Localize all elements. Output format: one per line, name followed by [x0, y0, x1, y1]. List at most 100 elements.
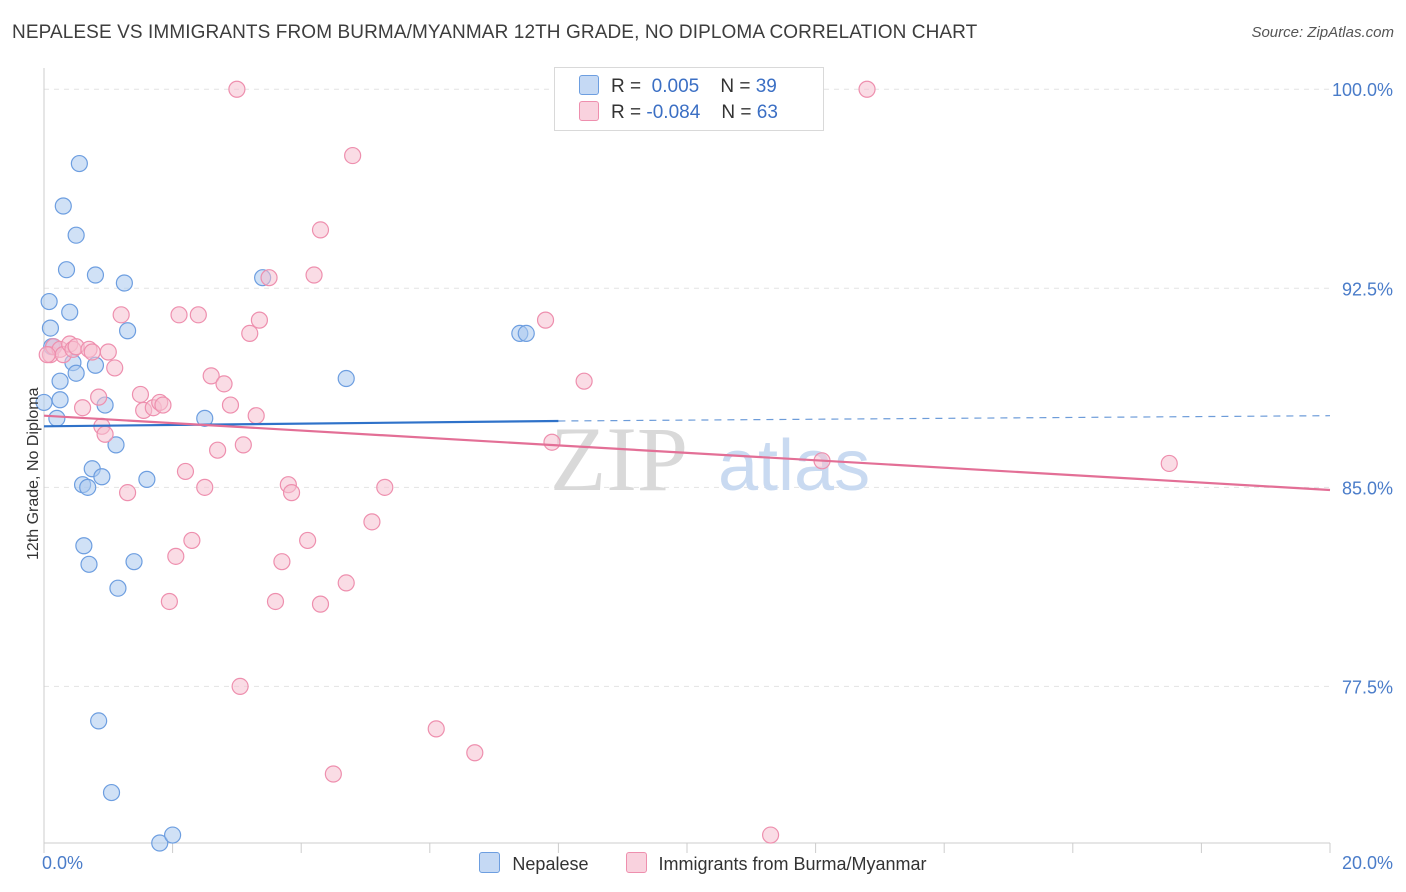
- burma-point: [324, 765, 342, 783]
- nepalese-point: [118, 322, 137, 340]
- burma-point: [228, 80, 246, 98]
- nepalese-point: [61, 303, 79, 321]
- burma-point: [215, 375, 233, 393]
- nepalese-point: [75, 537, 93, 555]
- y-axis-label: 12th Grade, No Diploma: [25, 387, 42, 560]
- nepalese-trend-line: [43, 419, 559, 428]
- nepalese-point: [57, 261, 76, 279]
- burma-point: [858, 80, 876, 98]
- source-label: Source: ZipAtlas.com: [1251, 24, 1394, 41]
- burma-point: [273, 553, 291, 571]
- burma-point: [241, 324, 259, 343]
- burma-point: [536, 311, 555, 329]
- burma-point: [427, 720, 445, 738]
- burma-point: [202, 367, 220, 385]
- legend-n-value-1: 39: [755, 76, 777, 97]
- nepalese-point: [93, 468, 111, 486]
- burma-point: [189, 306, 207, 324]
- nepalese-point: [79, 478, 97, 496]
- legend-n-value-2: 63: [756, 102, 778, 123]
- legend-row-nepalese: R = 0.005 N = 39: [579, 75, 777, 101]
- nepalese-point: [86, 266, 105, 284]
- burma-point: [73, 399, 92, 417]
- y-tick-label: 77.5%: [1342, 677, 1393, 697]
- legend-label-burma: Immigrants from Burma/Myanmar: [658, 854, 927, 874]
- nepalese-point: [70, 154, 88, 173]
- nepalese-point: [115, 274, 133, 292]
- burma-point: [363, 513, 381, 531]
- nepalese-point: [51, 372, 69, 390]
- burma-point: [299, 531, 317, 550]
- legend-n-label: N =: [720, 76, 751, 97]
- nepalese-point: [196, 409, 214, 427]
- burma-point: [167, 547, 185, 565]
- burma-point: [90, 388, 108, 406]
- nepalese-point: [138, 470, 156, 488]
- nepalese-point: [48, 409, 66, 427]
- legend-r-label: R =: [611, 102, 642, 123]
- burma-point: [344, 146, 362, 165]
- nepalese-point: [51, 391, 69, 409]
- burma-point: [234, 436, 252, 454]
- nepalese-point: [67, 226, 85, 244]
- nepalese-point: [125, 553, 143, 571]
- series-legend: Nepalese Immigrants from Burma/Myanmar: [0, 852, 1406, 875]
- grid-lines: [44, 88, 1330, 687]
- nepalese-point: [41, 319, 60, 337]
- burma-point: [543, 433, 561, 451]
- burma-point: [221, 396, 240, 414]
- nepalese-point: [109, 579, 127, 597]
- burma-point: [250, 311, 269, 329]
- y-tick-label: 100.0%: [1332, 80, 1393, 100]
- burma-point: [154, 396, 172, 414]
- burma-point: [106, 359, 124, 377]
- tick-labels: 77.5% 85.0% 92.5% 100.0% 0.0% 20.0%: [42, 80, 1393, 873]
- nepalese-point: [67, 364, 85, 382]
- burma-point: [761, 826, 780, 844]
- legend-r-value-1: 0.005: [651, 76, 700, 97]
- nepalese-trend-extension: [558, 415, 1331, 422]
- burma-point: [83, 343, 101, 361]
- burma-point: [266, 592, 285, 611]
- nepalese-point: [517, 324, 535, 343]
- burma-point: [209, 441, 227, 459]
- burma-point: [337, 574, 355, 592]
- nepalese-point: [164, 826, 182, 844]
- legend-swatch-pink: [625, 852, 647, 873]
- burma-point: [196, 478, 214, 496]
- burma-point: [99, 343, 117, 361]
- burma-point: [131, 385, 150, 404]
- burma-point: [1160, 454, 1178, 473]
- watermark-atlas: atlas: [718, 426, 870, 506]
- burma-point: [170, 306, 188, 324]
- burma-point: [112, 306, 130, 324]
- legend-swatch-blue: [479, 852, 501, 873]
- x-tick-label: 20.0%: [1342, 853, 1393, 873]
- legend-n-label: N =: [721, 102, 752, 123]
- burma-point: [282, 484, 301, 502]
- legend-label-nepalese: Nepalese: [512, 854, 589, 874]
- legend-r-value-2: -0.084: [646, 102, 701, 123]
- nepalese-point: [80, 555, 98, 573]
- legend-swatch-pink: [579, 101, 599, 121]
- burma-point: [176, 462, 195, 481]
- nepalese-point: [54, 197, 72, 215]
- watermark: ZIP atlas: [550, 408, 870, 510]
- legend-r-label: R =: [611, 76, 642, 97]
- burma-point: [466, 744, 484, 762]
- burma-point: [118, 484, 137, 502]
- legend-item-burma: Immigrants from Burma/Myanmar: [625, 852, 927, 875]
- burma-trend-line: [43, 414, 1331, 492]
- burma-point: [305, 266, 323, 284]
- burma-point: [160, 592, 178, 611]
- legend-item-nepalese: Nepalese: [479, 852, 588, 875]
- burma-point: [38, 346, 56, 364]
- legend-swatch-blue: [579, 75, 599, 95]
- nepalese-point: [102, 783, 121, 802]
- burma-point: [231, 677, 249, 696]
- burma-point: [575, 372, 593, 390]
- y-tick-label: 85.0%: [1342, 478, 1393, 498]
- burma-point: [183, 531, 201, 550]
- burma-point: [260, 269, 278, 287]
- watermark-zip: ZIP: [550, 408, 688, 510]
